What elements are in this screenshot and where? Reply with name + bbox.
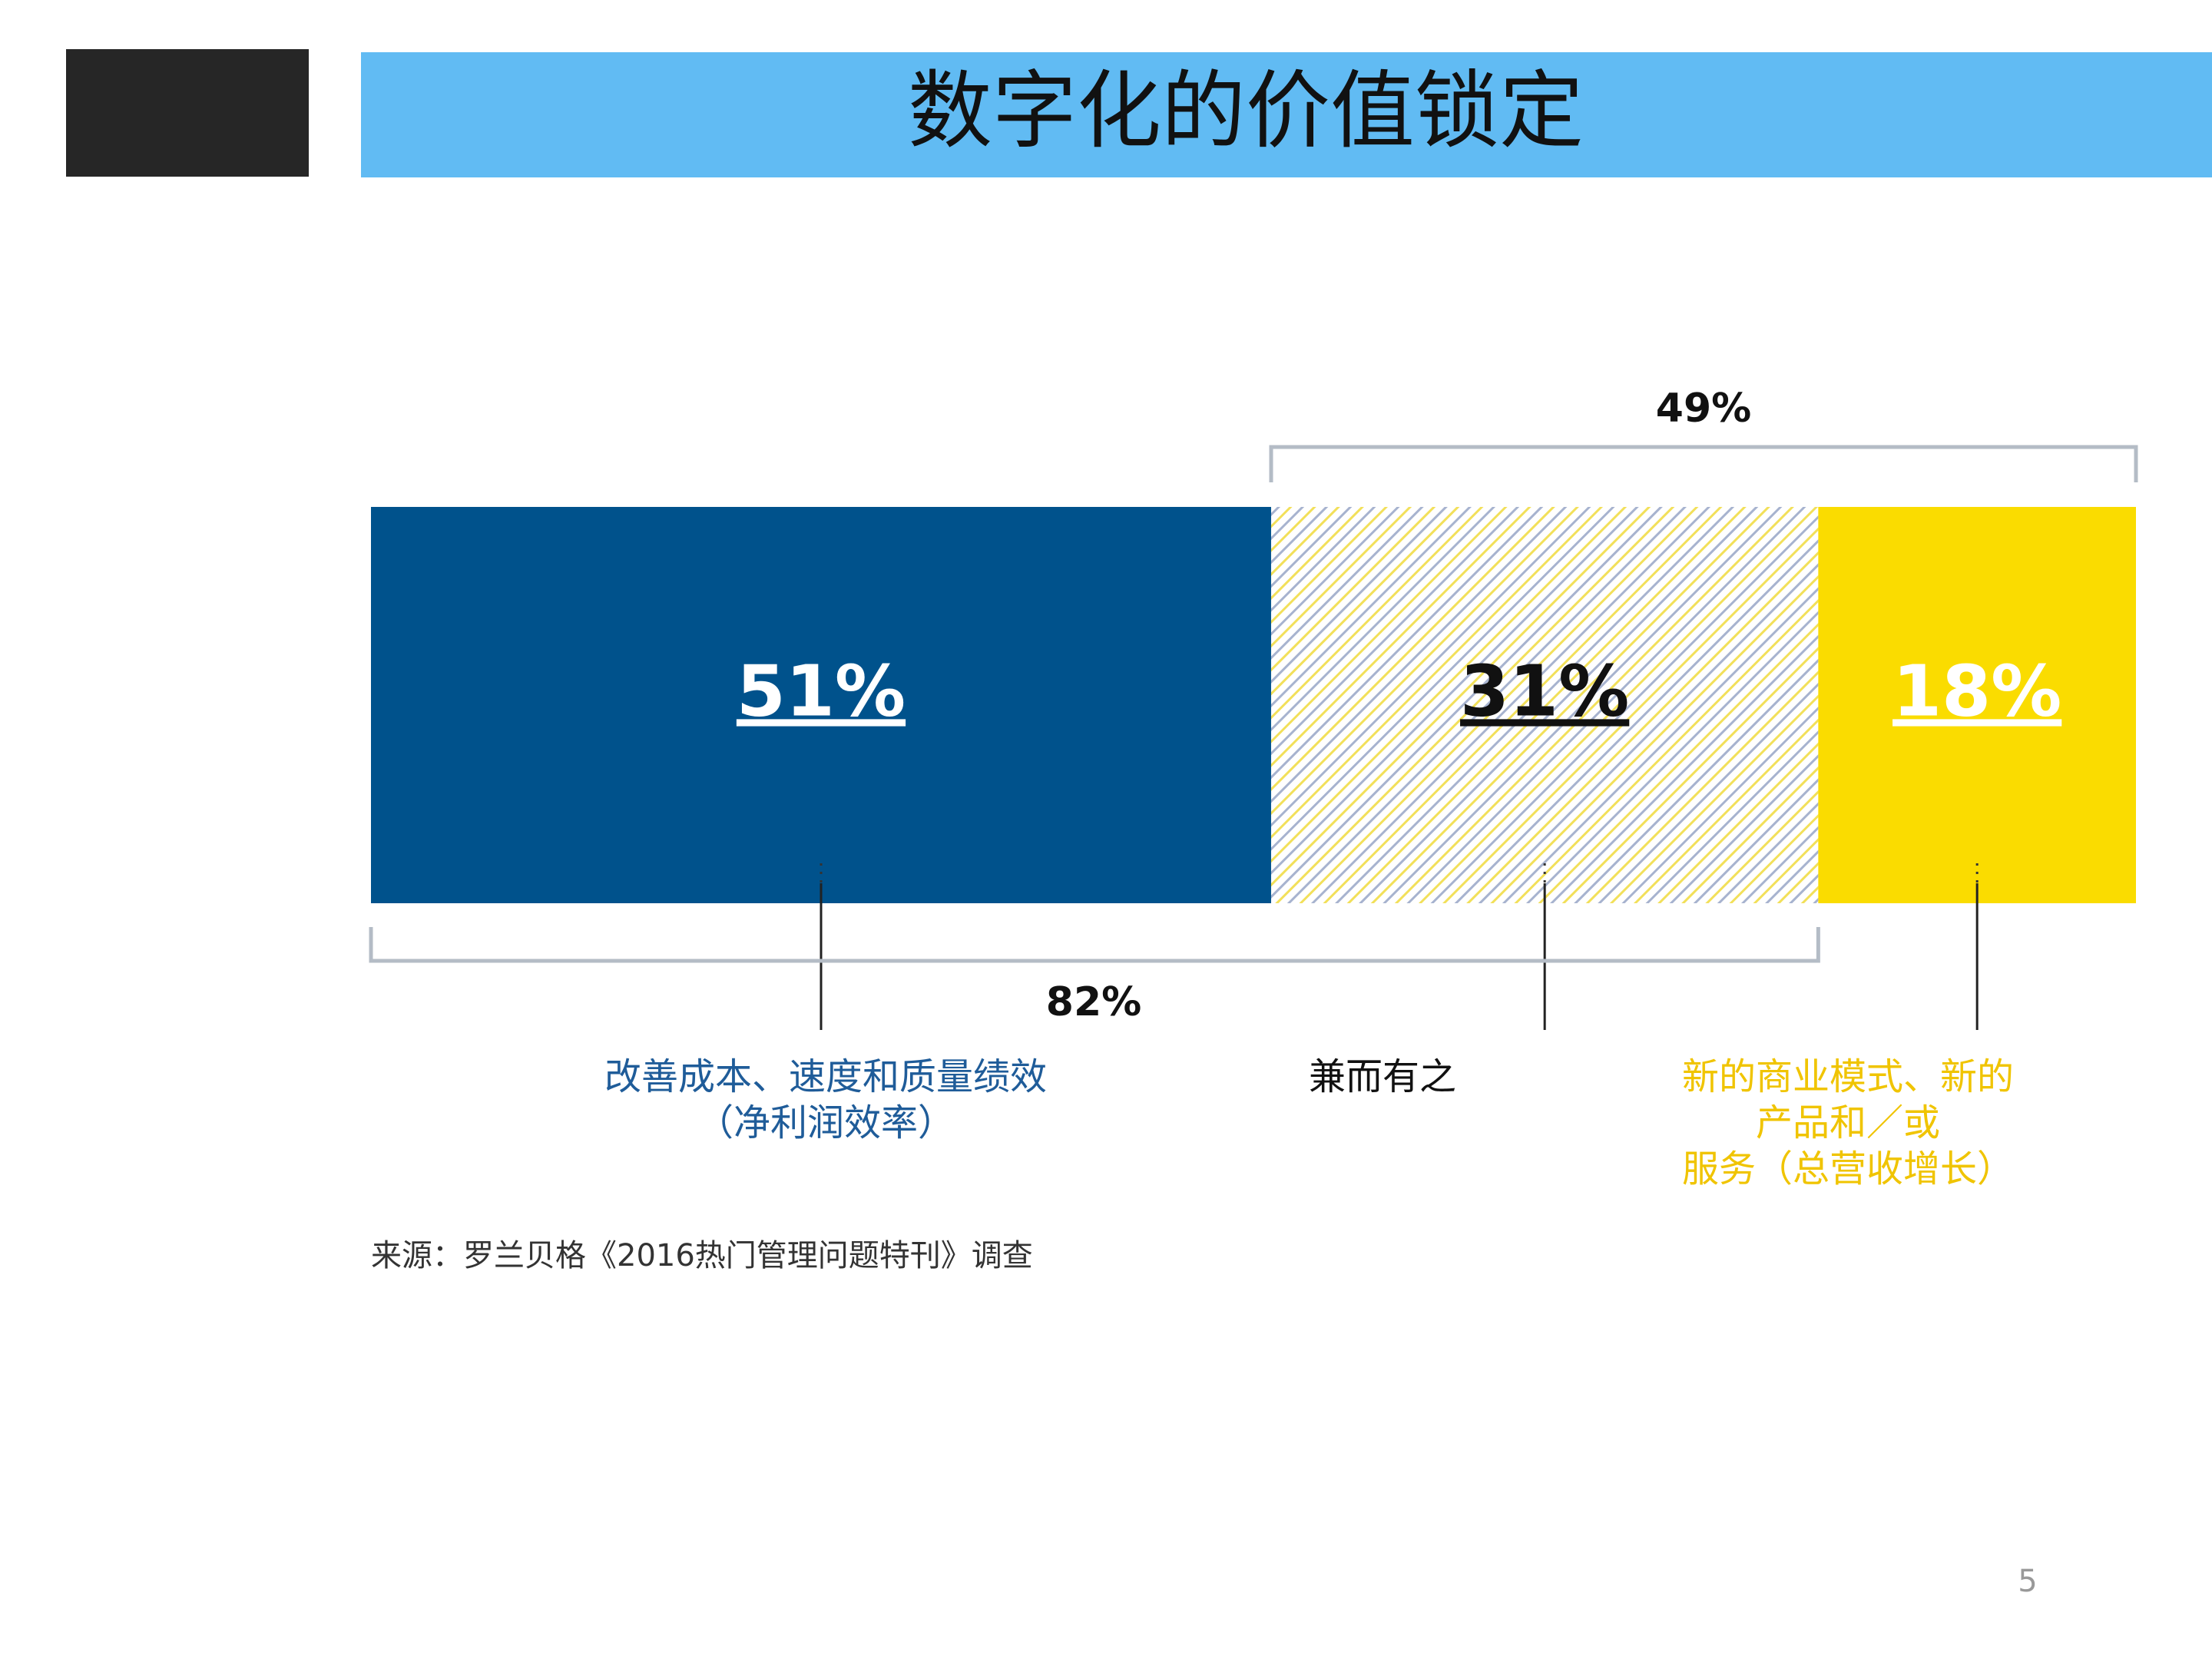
title-bar (361, 52, 2212, 177)
legend-label: 兼而有之 (1308, 1055, 1457, 1098)
title: 数字化的价值锁定 (908, 61, 1584, 160)
logo-box (66, 49, 309, 177)
value-label: 18% (1892, 650, 2061, 732)
value-label: 31% (1460, 650, 1629, 732)
bracket (369, 927, 1820, 963)
page-number: 5 (2018, 1564, 2037, 1599)
bar-segment (371, 507, 1271, 903)
bracket-label: 49% (1656, 386, 1751, 432)
legend-label: 改善成本、速度和质量绩效 （净利润效率） (604, 1055, 1048, 1144)
legend-label: 新的商业模式、新的产品和／或 服务（总营收增长） (1681, 1055, 2014, 1190)
bracket-label: 82% (1046, 979, 1141, 1025)
bar-segment (1818, 507, 2136, 903)
value-label: 51% (737, 650, 906, 732)
bracket (1269, 445, 2138, 482)
source: 来源：罗兰贝格《2016热门管理问题特刊》调查 (371, 1238, 1033, 1273)
bar-segment (1270, 507, 1819, 903)
